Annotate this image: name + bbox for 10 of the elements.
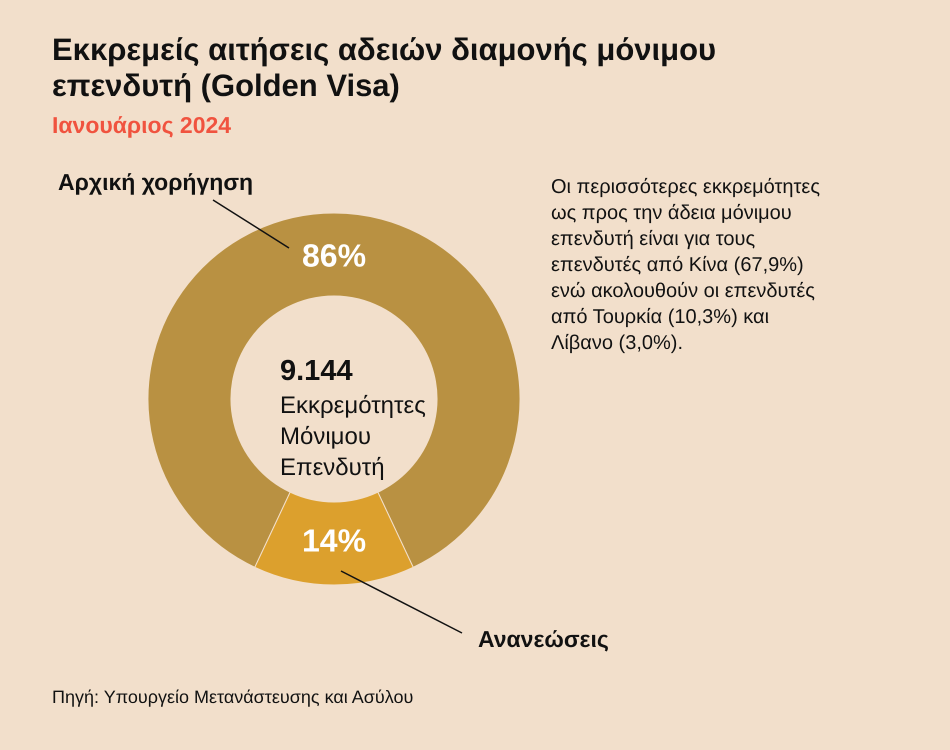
data-label: 14%	[302, 522, 366, 558]
text: Πηγή: Υπουργείο Μετανάστευσης και Ασύλου	[52, 687, 414, 707]
chart-title: Εκκρεμείς αιτήσεις αδειών διαμονής μόνιμου επενδυτή (Golden Visa)	[52, 32, 716, 103]
data-label: 86%	[302, 238, 366, 274]
chart-subtitle: Ιανουάριος 2024	[52, 112, 232, 138]
text: Εκκρεμότητες Μόνιμου Επενδυτή	[280, 392, 426, 481]
slice-label: Αρχική χορήγηση	[58, 169, 254, 195]
text: Οι περισσότερες εκκρεμότητες ως προς την άδεια μόνιμου επενδυτή είναι για τους επενδυτές από Κίνα (67,9%) ενώ ακολουθούν οι επενδυτές από Τουρκία (10,3%) και Λίβανο (3,0%).	[551, 176, 820, 354]
slice-label: Ανανεώσεις	[478, 626, 609, 652]
text: 9.144	[280, 355, 353, 387]
